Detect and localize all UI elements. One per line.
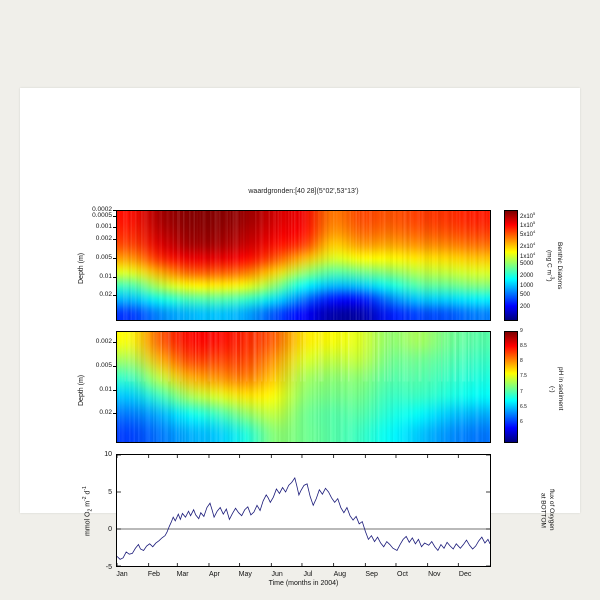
top-panel-y-axis-label: Depth (m) <box>78 252 85 284</box>
figure-title: waardgronden:[40 28](5°02',53°13') <box>248 188 359 195</box>
colorbar-tick-label: 7 <box>520 388 523 395</box>
ph-colorbar <box>504 331 518 443</box>
colorbar-tick-label: 8 <box>520 358 523 365</box>
benthic-diatoms-heatmap <box>117 211 490 320</box>
depth-tick-label: 0.0002 <box>92 206 112 213</box>
month-tick-label: Jan <box>116 571 128 578</box>
colorbar-tick-label: 1000 <box>520 282 534 289</box>
month-tick-label: May <box>238 571 252 578</box>
ph-colorbar-label: pH in sediment (-) <box>548 367 564 411</box>
month-tick-label: Jun <box>271 571 283 578</box>
month-tick-label: Sep <box>365 571 378 578</box>
depth-tick-label: 0.002 <box>95 234 112 242</box>
depth-tick-label: 0.001 <box>95 222 112 230</box>
month-tick-label: Mar <box>176 571 189 578</box>
colorbar-tick-label: 2x104 <box>520 241 536 251</box>
oxygen-flux-line-chart <box>117 455 490 566</box>
flux-y-tick-label: 5 <box>108 488 112 496</box>
benthic-diatoms-colorbar-gradient <box>505 211 517 320</box>
bottom-panel-x-axis-label: Time (months in 2004) <box>268 580 339 587</box>
depth-tick-label: 0.005 <box>95 361 112 369</box>
depth-tick-label: 0.005 <box>95 253 112 261</box>
benthic-diatoms-colorbar-label: Benthic Diatoms (mg C m-3) <box>545 242 564 290</box>
colorbar-tick-label: 6 <box>520 418 523 425</box>
depth-tick-mark <box>113 238 116 240</box>
figure-card: waardgronden:[40 28](5°02',53°13') 0.000… <box>20 88 580 587</box>
colorbar-tick-label: 500 <box>520 291 531 298</box>
depth-tick-label: 0.01 <box>99 386 112 394</box>
colorbar-tick-label: 6.5 <box>520 403 527 410</box>
depth-tick-mark <box>113 257 116 259</box>
flux-y-tick-label: 10 <box>104 451 112 458</box>
month-tick-label: Dec <box>458 571 472 578</box>
colorbar-tick-label: 7.5 <box>520 373 527 380</box>
month-tick-label: Oct <box>397 571 408 578</box>
colorbar-tick-label: 200 <box>520 304 531 311</box>
colorbar-tick-label: 9 <box>520 328 523 334</box>
month-tick-label: Jul <box>303 571 313 578</box>
flux-y-tick-label: -5 <box>105 564 112 571</box>
middle-panel-y-axis-label: Depth (m) <box>78 374 85 406</box>
oxygen-flux-line-panel <box>116 454 491 567</box>
depth-tick-label: 0.002 <box>95 338 112 346</box>
ph-heatmap-panel <box>116 331 491 443</box>
oxygen-flux-right-label: flux of Oxygen at BOTTOM <box>539 489 555 531</box>
colorbar-tick-label: 1x104 <box>520 250 536 260</box>
depth-tick-mark <box>113 215 116 217</box>
depth-tick-mark <box>113 365 116 367</box>
depth-tick-label: 0.02 <box>99 291 112 299</box>
benthic-diatoms-heatmap-panel <box>116 210 491 321</box>
colorbar-tick-label: 2000 <box>520 273 534 280</box>
depth-tick-mark <box>113 412 116 414</box>
colorbar-tick-label: 5x104 <box>520 229 536 239</box>
benthic-diatoms-colorbar <box>504 210 518 321</box>
ph-colorbar-gradient <box>505 332 517 442</box>
month-tick-label: Nov <box>428 571 441 578</box>
depth-tick-mark <box>113 342 116 344</box>
colorbar-tick-label: 5000 <box>520 260 534 267</box>
depth-tick-label: 0.01 <box>99 272 112 280</box>
colorbar-tick-label: 8.5 <box>520 343 527 350</box>
depth-tick-mark <box>113 295 116 297</box>
depth-tick-mark <box>113 390 116 392</box>
depth-tick-mark <box>113 226 116 228</box>
month-tick-label: Feb <box>147 571 160 578</box>
depth-tick-mark <box>113 276 116 278</box>
depth-tick-label: 0.02 <box>99 408 112 416</box>
flux-y-tick-label: 0 <box>108 526 112 534</box>
bottom-panel-y-axis-label: mmol O2 m-2 d-1 <box>82 486 94 536</box>
depth-tick-label: 0.0005 <box>92 211 112 219</box>
month-tick-label: Apr <box>209 571 220 578</box>
colorbar-tick-label: 1x105 <box>520 219 536 229</box>
colorbar-tick-label: 2x105 <box>520 210 536 220</box>
month-tick-label: Aug <box>333 571 347 578</box>
depth-tick-mark <box>113 210 116 211</box>
ph-heatmap <box>117 332 490 442</box>
